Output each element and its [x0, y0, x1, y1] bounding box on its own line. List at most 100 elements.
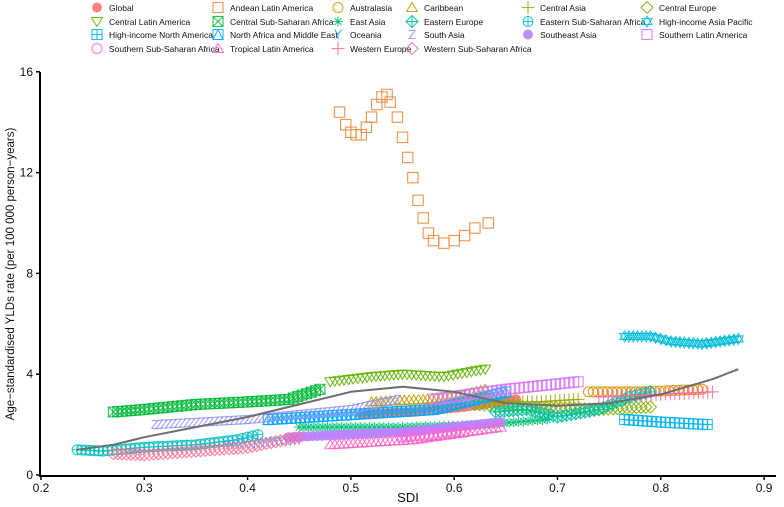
legend-item: Andean Latin America: [211, 1, 313, 14]
square-marker-icon: [212, 1, 224, 14]
x-tick-label: 0.8: [652, 481, 669, 495]
legend-label: High-income Asia Pacific: [659, 16, 753, 27]
data-point: [119, 447, 134, 461]
series-high-income-asia-pacific: [618, 329, 745, 351]
data-point: [438, 237, 450, 249]
legend-label: Tropical Latin America: [230, 43, 314, 54]
legend-label: Central Latin America: [109, 16, 191, 27]
plus-marker-icon: [331, 42, 345, 55]
y-tick-label: 12: [20, 166, 34, 180]
y-tick-label: 16: [20, 65, 34, 79]
legend-label: Western Sub-Saharan Africa: [424, 43, 532, 54]
data-point: [457, 426, 471, 437]
data-point: [351, 403, 360, 414]
data-point: [243, 415, 252, 425]
legend-item: Central Latin America: [90, 15, 190, 28]
data-point: [187, 418, 196, 428]
z-marker-icon: [407, 29, 417, 40]
legend-item: Southern Latin America: [640, 28, 747, 41]
data-point: [434, 429, 448, 441]
series-southern-latin-america: [427, 376, 584, 405]
legend-label: Western Europe: [350, 43, 412, 54]
data-point: [379, 397, 388, 407]
data-point: [443, 428, 457, 439]
data-point: [285, 410, 294, 420]
legend-item: Central Sub-Saharan Africa: [211, 15, 333, 28]
data-point: [150, 420, 159, 430]
data-point: [124, 447, 138, 462]
data-point: [370, 399, 379, 409]
x-tick-label: 0.9: [756, 481, 773, 495]
diamond-marker-icon: [640, 1, 654, 14]
data-point: [290, 410, 299, 420]
data-point: [292, 430, 307, 444]
data-point: [484, 422, 498, 433]
data-point: [381, 88, 393, 101]
data-point: [469, 222, 481, 234]
diamond-plus-marker-icon: [405, 15, 419, 28]
data-point: [215, 416, 224, 426]
data-point: [447, 427, 461, 439]
data-point: [323, 407, 332, 417]
legend-label: Southeast Asia: [540, 29, 597, 40]
data-point: [407, 171, 419, 184]
series-central-latin-america: [323, 364, 492, 388]
series-southeast-asia: [283, 417, 506, 443]
triangle-down-marker-icon: [90, 16, 104, 28]
data-point: [309, 408, 318, 418]
circle-filled-marker-icon: [523, 29, 533, 40]
data-point: [234, 415, 243, 425]
data-point: [424, 431, 438, 442]
x-tick-label: 0.2: [33, 481, 50, 495]
data-point: [155, 419, 164, 429]
y-axis-label: Age−standardised YLDs rate (per 100 000 …: [5, 128, 17, 421]
circle-plus-marker-icon: [522, 15, 534, 28]
data-point: [572, 376, 584, 388]
data-point: [732, 332, 745, 346]
data-point: [393, 394, 402, 404]
data-point: [333, 106, 346, 118]
square-triangle-marker-icon: [212, 28, 224, 41]
legend-label: Central Europe: [659, 2, 717, 13]
data-point: [417, 212, 429, 224]
legend-item: Central Asia: [521, 1, 586, 14]
x-tick-label: 0.6: [446, 481, 463, 495]
data-point: [429, 430, 443, 441]
x-axis-ticks: 0.2 0.3 0.4 0.5 0.6 0.7 0.8 0.9: [33, 476, 773, 495]
legend-item: High-income Asia Pacific: [640, 15, 753, 28]
circle-filled-marker-icon: [92, 2, 102, 13]
data-point: [634, 400, 648, 415]
legend-item: Caribbean: [405, 1, 463, 14]
legend-label: Oceania: [350, 29, 382, 40]
data-point: [276, 411, 285, 421]
legend-item: Southeast Asia: [521, 28, 597, 41]
legend-label: North Africa and Middle East: [230, 29, 338, 40]
data-point: [238, 415, 248, 425]
data-point: [295, 409, 304, 420]
legend-item: High-income North America: [90, 28, 213, 41]
data-point: [365, 400, 374, 410]
data-point: [458, 229, 471, 242]
fit-line: [77, 368, 739, 451]
data-point: [643, 400, 658, 414]
data-point: [411, 433, 424, 444]
data-point: [262, 413, 271, 423]
legend-item: Australasia: [331, 1, 392, 14]
x-tick-label: 0.7: [549, 481, 566, 495]
y-tick-label: 8: [26, 266, 33, 280]
circle-marker-icon: [91, 42, 103, 55]
legend-label: Central Sub-Saharan Africa: [230, 16, 334, 27]
data-point: [391, 111, 404, 123]
legend-label: Eastern Sub-Saharan Africa: [540, 16, 646, 27]
legend-item: Tropical Latin America: [211, 42, 314, 55]
data-point: [629, 400, 644, 415]
data-point: [271, 412, 280, 422]
legend-item: Central Europe: [640, 1, 716, 14]
data-point: [482, 398, 496, 412]
data-point: [304, 409, 313, 419]
data-point: [701, 419, 713, 431]
data-point: [582, 386, 595, 398]
legend-label: Australasia: [350, 2, 393, 13]
data-point: [461, 425, 475, 437]
data-point: [489, 421, 503, 433]
